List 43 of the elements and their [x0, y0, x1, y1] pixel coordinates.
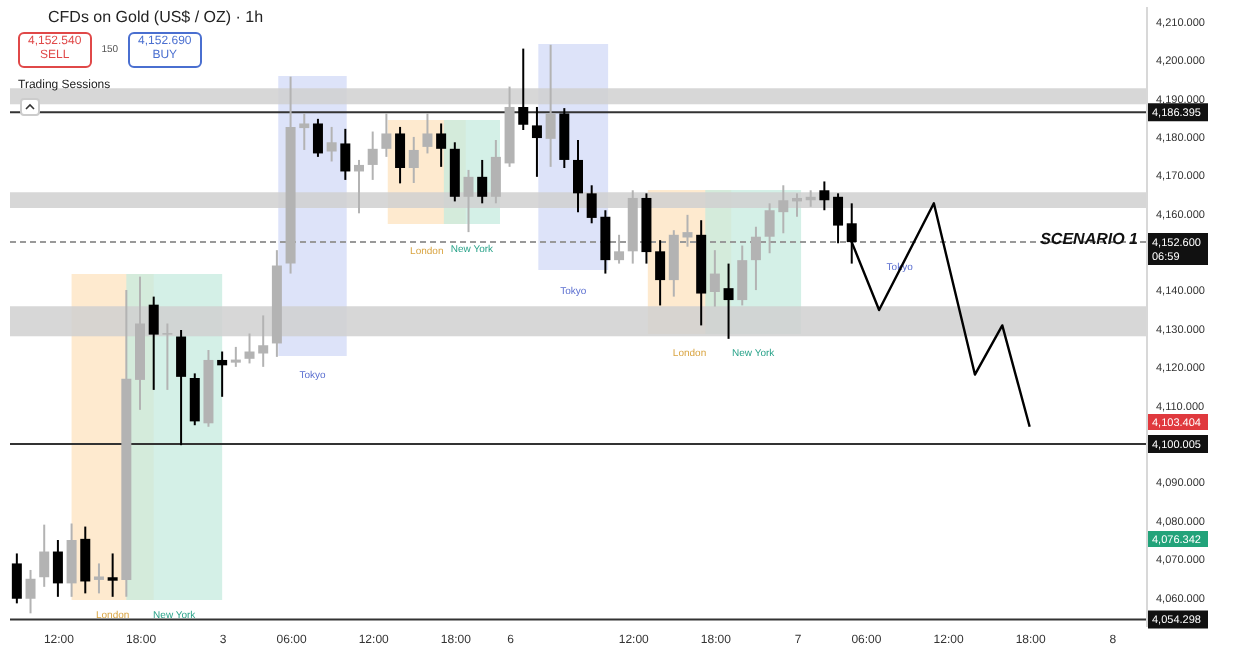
chart-title: CFDs on Gold (US$ / OZ) · 1h [48, 8, 264, 26]
candlestick [477, 158, 488, 205]
candlestick [709, 249, 720, 308]
candlestick [189, 372, 200, 427]
candlestick [655, 239, 666, 307]
candlestick [148, 295, 159, 391]
candlestick [573, 138, 583, 214]
annotation: SCENARIO 1 [1040, 230, 1140, 248]
candlestick [559, 107, 570, 170]
candlestick [422, 112, 433, 155]
candlestick [750, 225, 761, 292]
candlestick [518, 47, 529, 131]
candlestick [93, 562, 104, 595]
candlestick [11, 552, 22, 605]
candlestick [833, 192, 844, 245]
candlestick [381, 112, 392, 158]
candlestick [80, 525, 91, 595]
candlestick [25, 568, 36, 615]
candlestick [490, 138, 501, 205]
candlestick [107, 552, 118, 598]
candlestick [531, 105, 542, 178]
candlestick [545, 43, 556, 168]
candlestick [39, 523, 50, 588]
candlestick [354, 158, 365, 215]
candlestick [230, 345, 241, 368]
candlestick [52, 539, 63, 598]
candlestick [176, 329, 187, 447]
candlestick [737, 244, 748, 307]
candlestick [312, 117, 323, 158]
candlestick [217, 350, 228, 398]
candlestick [367, 130, 378, 181]
candlestick [463, 168, 474, 234]
candlestick [66, 522, 77, 598]
candlestick [614, 233, 625, 265]
candlestick [819, 180, 830, 212]
candlestick [162, 322, 173, 391]
candlestick [340, 127, 351, 181]
candlestick [326, 125, 337, 163]
candlestick [723, 262, 734, 340]
candlestick [449, 141, 460, 203]
candlestick [408, 135, 419, 184]
candlestick [436, 122, 447, 168]
candlestick [395, 125, 406, 185]
